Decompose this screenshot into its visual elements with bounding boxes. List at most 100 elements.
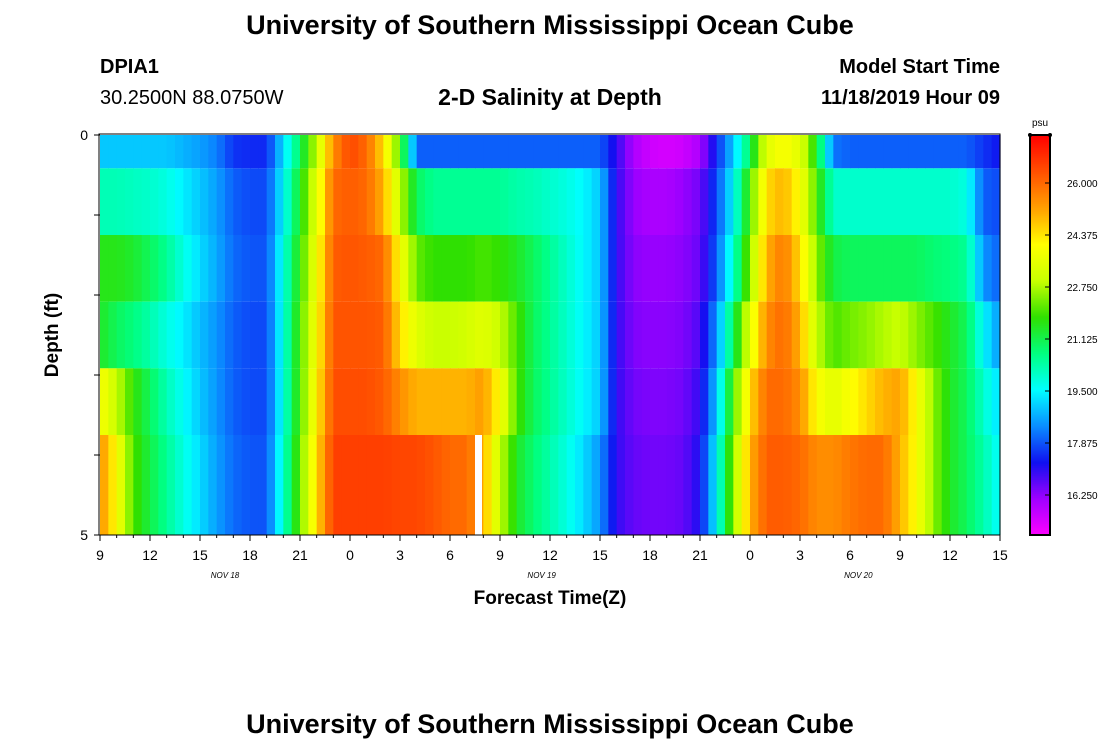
colorbar-swatch	[1030, 407, 1050, 410]
heatmap-cell	[558, 168, 568, 235]
heatmap-cell	[125, 235, 134, 302]
heatmap-cell	[850, 435, 859, 535]
heatmap-cell	[158, 301, 168, 369]
heatmap-cell	[600, 168, 609, 235]
heatmap-cell	[575, 235, 584, 302]
heatmap-cell	[100, 235, 109, 302]
heatmap-cell	[975, 235, 984, 302]
colorbar-swatch	[1030, 371, 1050, 374]
heatmap-cell	[825, 235, 834, 302]
heatmap-cell	[566, 168, 576, 235]
heatmap-cell	[633, 435, 643, 535]
heatmap-cell	[358, 301, 368, 369]
heatmap-cell	[591, 368, 601, 435]
heatmap-cell	[408, 368, 418, 435]
heatmap-cell	[991, 235, 1001, 302]
heatmap-cell	[208, 435, 218, 535]
colorbar-swatch	[1030, 143, 1050, 146]
heatmap-cell	[991, 435, 1001, 535]
colorbar-swatch	[1030, 359, 1050, 362]
heatmap-cell	[191, 168, 201, 235]
heatmap-cell	[591, 135, 601, 169]
colorbar-swatch	[1030, 529, 1050, 532]
colorbar-tick-label: 16.250	[1067, 491, 1098, 502]
heatmap-cell	[625, 168, 634, 235]
heatmap-cell	[558, 235, 568, 302]
heatmap-cell	[591, 435, 601, 535]
heatmap-cell	[391, 301, 401, 369]
heatmap-cell	[116, 435, 126, 535]
heatmap-cell	[900, 301, 909, 369]
colorbar-swatch	[1030, 191, 1050, 194]
colorbar-swatch	[1030, 139, 1050, 142]
heatmap-cell	[683, 301, 693, 369]
heatmap-cell	[833, 168, 843, 235]
colorbar-swatch	[1030, 287, 1050, 290]
heatmap-cell	[783, 135, 793, 169]
heatmap-cell	[875, 435, 884, 535]
heatmap-cell	[633, 235, 643, 302]
heatmap-cell	[108, 168, 118, 235]
colorbar-swatch	[1030, 327, 1050, 330]
heatmap-cell	[341, 435, 351, 535]
heatmap-cell	[125, 435, 134, 535]
heatmap-cell	[958, 168, 968, 235]
heatmap-cell	[666, 301, 676, 369]
heatmap-cell	[433, 301, 443, 369]
heatmap-cell	[175, 301, 184, 369]
colorbar-swatch	[1030, 501, 1050, 504]
heatmap-cell	[958, 135, 968, 169]
heatmap-cell	[658, 235, 668, 302]
heatmap-cell	[608, 301, 618, 369]
colorbar-swatch	[1030, 163, 1050, 166]
heatmap-cell	[208, 135, 218, 169]
heatmap-cell	[291, 301, 301, 369]
x-tick-label: 15	[592, 547, 608, 563]
heatmap-cell	[508, 135, 518, 169]
colorbar-swatch	[1030, 297, 1050, 300]
date-label: NOV 20	[844, 571, 873, 580]
heatmap-cell	[208, 368, 218, 435]
colorbar-swatch	[1030, 437, 1050, 440]
heatmap-cell	[891, 235, 901, 302]
heatmap-cell	[758, 135, 768, 169]
heatmap-cell	[783, 301, 793, 369]
heatmap-cell	[383, 435, 393, 535]
heatmap-cell	[250, 301, 259, 369]
x-tick-label: 3	[396, 547, 404, 563]
colorbar-swatch	[1030, 367, 1050, 370]
heatmap-cell	[458, 235, 468, 302]
heatmap-cell	[475, 301, 484, 369]
colorbar-frame	[1029, 134, 1051, 536]
heatmap-cell	[416, 435, 426, 535]
heatmap-cell	[325, 301, 334, 369]
x-tick-label: 9	[496, 547, 504, 563]
heatmap-cell	[500, 135, 509, 169]
heatmap-cell	[825, 368, 834, 435]
heatmap-cell	[850, 301, 859, 369]
heatmap-cell	[658, 368, 668, 435]
heatmap-cell	[350, 368, 359, 435]
heatmap-cell	[758, 435, 768, 535]
heatmap-cell	[483, 235, 493, 302]
colorbar-swatch	[1030, 259, 1050, 262]
heatmap-cell	[741, 168, 751, 235]
heatmap-cell	[350, 435, 359, 535]
heatmap-cell	[950, 301, 959, 369]
heatmap-cell	[250, 168, 259, 235]
colorbar-swatch	[1030, 339, 1050, 342]
heatmap-cell	[566, 301, 576, 369]
colorbar-swatch	[1030, 319, 1050, 322]
heatmap-cell	[241, 435, 251, 535]
colorbar-swatch	[1030, 415, 1050, 418]
heatmap-cell	[141, 368, 151, 435]
heatmap-cell	[700, 135, 709, 169]
colorbar-swatch	[1030, 199, 1050, 202]
heatmap-cell	[683, 435, 693, 535]
heatmap-cell	[150, 235, 159, 302]
heatmap-cell	[100, 301, 109, 369]
heatmap-cell	[133, 168, 143, 235]
heatmap-cell	[575, 135, 584, 169]
heatmap-cell	[141, 235, 151, 302]
